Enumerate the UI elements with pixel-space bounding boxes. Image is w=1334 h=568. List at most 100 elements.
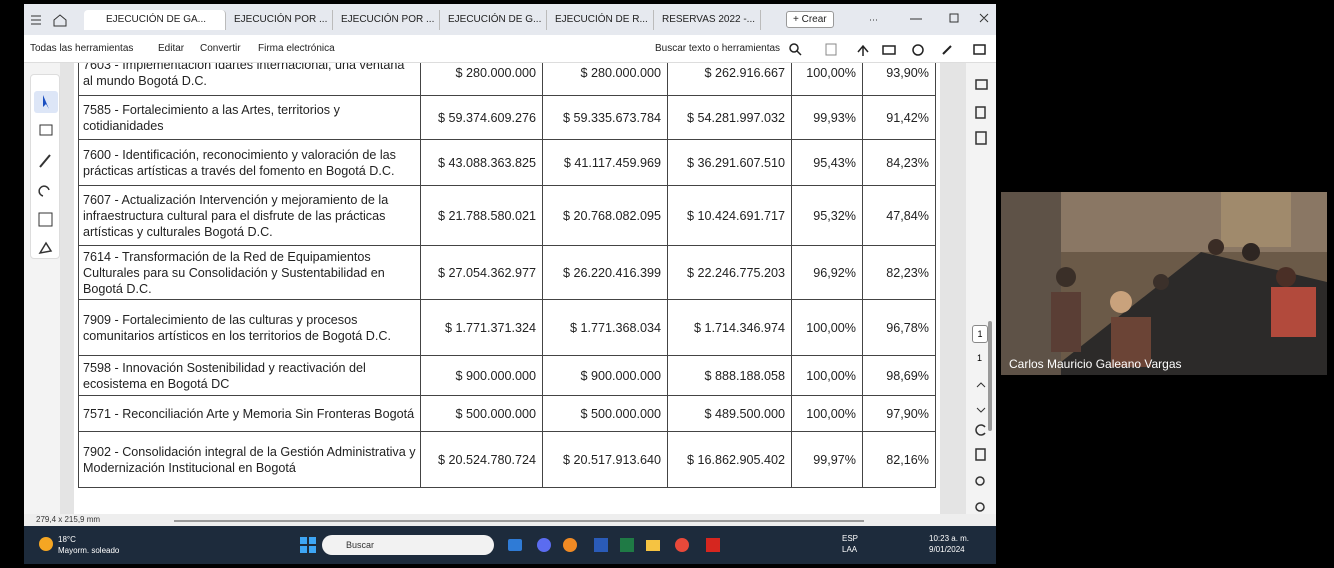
value-cell: 96,78% — [863, 300, 936, 356]
temperature: 18°C — [58, 535, 76, 544]
value-cell: 99,93% — [792, 96, 863, 140]
page-total: 1 — [977, 353, 982, 363]
window-controls[interactable] — [864, 12, 994, 26]
taskbar-apps[interactable] — [504, 535, 744, 555]
participant-name: Carlos Mauricio Galeano Vargas — [1009, 357, 1182, 371]
project-cell: 7603 - Implementación Idartes internacio… — [79, 63, 421, 96]
value-cell: $ 20.524.780.724 — [421, 432, 543, 488]
value-cell: $ 41.117.459.969 — [543, 140, 668, 186]
start-button[interactable] — [300, 537, 316, 553]
value-cell: $ 10.424.691.717 — [668, 186, 792, 246]
value-cell: $ 16.862.905.402 — [668, 432, 792, 488]
side-icons[interactable] — [973, 77, 991, 147]
h-scrollbar[interactable] — [174, 520, 864, 522]
table-row: 7614 - Transformación de la Red de Equip… — [79, 246, 936, 300]
acrobat-window: EJECUCIÓN DE GA... EJECUCIÓN POR ... EJECU… — [24, 4, 996, 564]
project-cell: 7571 - Reconciliación Arte y Memoria Sin… — [79, 396, 421, 432]
value-cell: $ 36.291.607.510 — [668, 140, 792, 186]
value-cell: $ 59.335.673.784 — [543, 96, 668, 140]
value-cell: 100,00% — [792, 396, 863, 432]
tab-label: RESERVAS 2022 -... — [662, 14, 755, 25]
tab[interactable]: RESERVAS 2022 -... — [654, 10, 761, 30]
budget-table: 7603 - Implementación Idartes internacio… — [78, 63, 936, 488]
value-cell: $ 21.788.580.021 — [421, 186, 543, 246]
tab-label: EJECUCIÓN POR ... — [341, 14, 434, 25]
project-cell: 7598 - Innovación Sostenibilidad y react… — [79, 356, 421, 396]
value-cell: $ 20.768.082.095 — [543, 186, 668, 246]
table-row: 7585 - Fortalecimiento a las Artes, terr… — [79, 96, 936, 140]
value-cell: 95,32% — [792, 186, 863, 246]
value-cell: $ 500.000.000 — [421, 396, 543, 432]
value-cell: 99,97% — [792, 432, 863, 488]
value-cell: 97,90% — [863, 396, 936, 432]
value-cell: $ 26.220.416.399 — [543, 246, 668, 300]
tab[interactable]: EJECUCIÓN DE G... — [440, 10, 547, 30]
tab-label: EJECUCIÓN DE G... — [448, 14, 541, 25]
video-tile: Carlos Mauricio Galeano Vargas — [1001, 192, 1327, 375]
clock-time[interactable]: 10:23 a. m. — [929, 534, 969, 543]
table-row: 7902 - Consolidación integral de la Gest… — [79, 432, 936, 488]
project-cell: 7585 - Fortalecimiento a las Artes, terr… — [79, 96, 421, 140]
keyboard-layout[interactable]: LAA — [842, 545, 857, 554]
value-cell: 98,69% — [863, 356, 936, 396]
language[interactable]: ESP — [842, 534, 858, 543]
table-row: 7571 - Reconciliación Arte y Memoria Sin… — [79, 396, 936, 432]
page-size: 279,4 x 215,9 mm — [36, 515, 100, 524]
value-cell: $ 22.246.775.203 — [668, 246, 792, 300]
value-cell: 96,92% — [792, 246, 863, 300]
tab[interactable]: EJECUCIÓN POR ... — [226, 10, 333, 30]
tab-label: EJECUCIÓN DE GA... — [106, 14, 206, 25]
value-cell: $ 900.000.000 — [543, 356, 668, 396]
value-cell: $ 1.771.371.324 — [421, 300, 543, 356]
value-cell: $ 489.500.000 — [668, 396, 792, 432]
project-cell: 7902 - Consolidación integral de la Gest… — [79, 432, 421, 488]
tab[interactable]: EJECUCIÓN POR ... — [333, 10, 440, 30]
tab[interactable]: EJECUCIÓN DE R... — [547, 10, 654, 30]
value-cell: $ 59.374.609.276 — [421, 96, 543, 140]
value-cell: 95,43% — [792, 140, 863, 186]
table-row: 7600 - Identificación, reconocimiento y … — [79, 140, 936, 186]
value-cell: 93,90% — [863, 63, 936, 96]
menu-item[interactable]: Editar — [158, 43, 184, 54]
weather: Mayorm. soleado — [58, 546, 119, 555]
taskbar: 18°C Mayorm. soleado Buscar ESP LAA 10:2… — [24, 526, 996, 564]
project-cell: 7909 - Fortalecimiento de las culturas y… — [79, 300, 421, 356]
value-cell: $ 280.000.000 — [543, 63, 668, 96]
table-row: 7909 - Fortalecimiento de las culturas y… — [79, 300, 936, 356]
toolbar-icons[interactable] — [788, 42, 993, 58]
video-frame — [1001, 192, 1327, 375]
menu-home-icons[interactable] — [30, 13, 74, 27]
value-cell: 100,00% — [792, 63, 863, 96]
menu-item[interactable]: Convertir — [200, 43, 241, 54]
page-number-box[interactable]: 1 — [972, 325, 988, 343]
value-cell: $ 27.054.362.977 — [421, 246, 543, 300]
pdf-page: 7603 - Implementación Idartes internacio… — [74, 63, 940, 514]
value-cell: $ 1.771.368.034 — [543, 300, 668, 356]
new-tab-button[interactable]: + Crear — [786, 11, 834, 28]
nav-icons[interactable] — [972, 377, 990, 522]
value-cell: $ 900.000.000 — [421, 356, 543, 396]
clock-date[interactable]: 9/01/2024 — [929, 545, 965, 554]
tool-icons[interactable] — [31, 75, 61, 260]
menu-item[interactable]: Todas las herramientas — [30, 43, 133, 54]
project-cell: 7600 - Identificación, reconocimiento y … — [79, 140, 421, 186]
value-cell: $ 43.088.363.825 — [421, 140, 543, 186]
value-cell: $ 262.916.667 — [668, 63, 792, 96]
table-row: 7598 - Innovación Sostenibilidad y react… — [79, 356, 936, 396]
weather-icon — [36, 534, 56, 554]
project-cell: 7607 - Actualización Intervención y mejo… — [79, 186, 421, 246]
value-cell: 100,00% — [792, 300, 863, 356]
value-cell: 100,00% — [792, 356, 863, 396]
left-tools[interactable] — [30, 74, 60, 259]
search-tools[interactable]: Buscar texto o herramientas — [655, 43, 780, 54]
value-cell: $ 888.188.058 — [668, 356, 792, 396]
taskbar-search[interactable]: Buscar — [322, 535, 494, 555]
value-cell: 82,16% — [863, 432, 936, 488]
tab[interactable]: EJECUCIÓN DE GA... — [84, 10, 226, 30]
value-cell: $ 1.714.346.974 — [668, 300, 792, 356]
table-row: 7603 - Implementación Idartes internacio… — [79, 63, 936, 96]
project-cell: 7614 - Transformación de la Red de Equip… — [79, 246, 421, 300]
tab-bar: EJECUCIÓN DE GA... EJECUCIÓN POR ... EJECU… — [24, 4, 996, 35]
menu-item[interactable]: Firma electrónica — [258, 43, 335, 54]
status-bar: 279,4 x 215,9 mm — [24, 514, 996, 526]
